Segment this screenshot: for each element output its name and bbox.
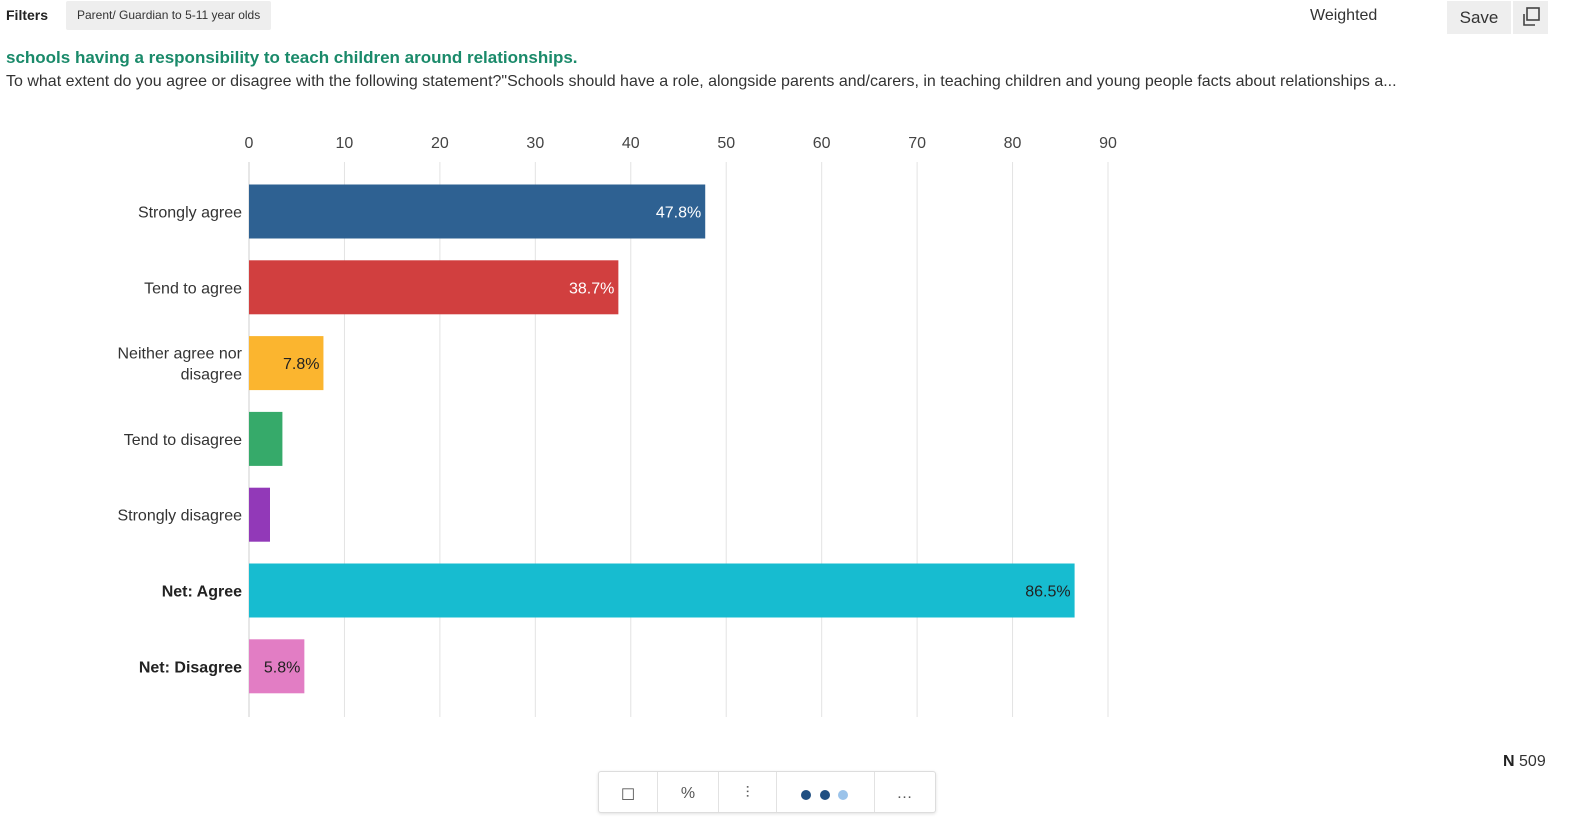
data-label: 86.5% [1025,584,1070,601]
category-label: Neither agree nor [117,346,242,363]
bar [249,563,1075,618]
question-text: To what extent do you agree or disagree … [6,73,1397,90]
chart-toolbar: ☐ % ⫶ … [598,771,936,813]
x-tick-label: 10 [336,135,354,152]
sample-size-value: 509 [1519,753,1546,770]
sample-size-label: N [1503,753,1515,770]
x-tick-label: 20 [431,135,449,152]
bar-chart: 0 10 20 30 40 50 60 70 80 90 Strongly agree 47.8% Te… [117,135,1117,717]
more-button[interactable]: … [875,772,934,812]
category-label: Strongly agree [138,205,242,222]
category-label: Net: Disagree [139,659,242,676]
top-bar: Filters Parent/ Guardian to 5-11 year ol… [0,0,1581,34]
x-tick-label: 60 [813,135,831,152]
bar [249,639,305,694]
x-tick-label: 30 [526,135,544,152]
percent-icon: % [680,785,696,802]
bar [249,411,283,466]
bar [249,336,324,391]
table-view-button[interactable]: ☐ [599,772,658,812]
data-label: 5.8% [264,659,300,676]
data-label: 7.8% [283,356,319,373]
bar [249,184,706,239]
x-tick-label: 70 [908,135,926,152]
weighted-toggle[interactable]: Weighted [1310,7,1378,24]
question-title: schools having a responsibility to teach… [6,48,578,67]
category-label: Net: Agree [162,584,242,601]
x-tick-label: 80 [1004,135,1022,152]
copy-button[interactable] [1513,1,1548,34]
x-tick-label: 0 [245,135,254,152]
sort-button[interactable]: ⫶ [719,772,777,812]
bar [249,260,619,315]
category-label: Tend to agree [144,280,242,297]
sort-icon: ⫶ [745,785,750,802]
more-icon: … [896,785,913,802]
category-label: disagree [181,367,242,384]
copy-icon [1523,7,1540,26]
data-label: 38.7% [569,280,614,297]
x-tick-label: 40 [622,135,640,152]
filter-chip[interactable]: Parent/ Guardian to 5-11 year olds [66,1,272,30]
percent-button[interactable]: % [658,772,719,812]
x-tick-label: 50 [717,135,735,152]
category-label: Tend to disagree [124,432,242,449]
data-label: 47.8% [656,205,701,222]
filters-label: Filters [6,7,49,23]
save-button[interactable]: Save [1447,1,1511,34]
display-toggle-button[interactable] [777,772,875,812]
table-icon: ☐ [620,787,636,804]
category-label: Strongly disagree [117,508,242,525]
toggle-dots-icon [801,790,848,800]
bar [249,487,270,542]
sample-size: N 509 [1503,753,1546,771]
x-tick-label: 90 [1099,135,1117,152]
